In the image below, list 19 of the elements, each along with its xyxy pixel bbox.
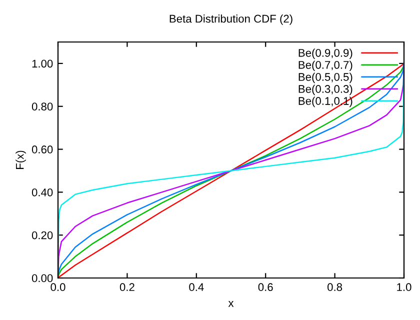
legend-label: Be(0.5,0.5) [298, 72, 352, 84]
x-tick-label: 0.6 [258, 283, 273, 292]
y-tick-label: 0.60 [32, 146, 53, 154]
y-tick-label: 0.40 [32, 188, 53, 196]
y-tick-label: 1.00 [32, 60, 53, 68]
x-tick-label: 0.2 [120, 283, 134, 292]
legend-label: Be(0.9,0.9) [298, 48, 352, 60]
x-tick-label: 0.4 [189, 283, 204, 292]
x-tick-label: 1.0 [397, 283, 412, 292]
x-axis-title: x [228, 300, 234, 307]
y-tick-label: 0.00 [32, 274, 53, 282]
legend-label: Be(0.7,0.7) [298, 60, 352, 72]
y-tick-label: 0.80 [32, 102, 53, 110]
y-axis-title: F(x) [16, 150, 26, 169]
x-tick-label: 0.8 [328, 283, 342, 292]
chart-title: Beta Distribution CDF (2) [170, 14, 292, 25]
x-tick-label: 0.0 [50, 283, 66, 292]
y-tick-label: 0.20 [32, 231, 53, 240]
legend-label: Be(0.3,0.3) [298, 84, 352, 96]
